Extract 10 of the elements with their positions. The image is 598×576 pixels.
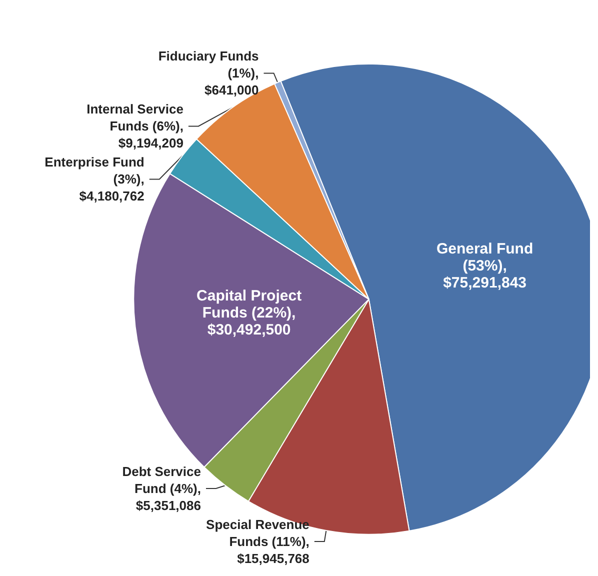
data-label: (3%), $4,180,762 xyxy=(79,172,144,204)
slice-label: Internal Service Funds (6%), $9,194,209 xyxy=(86,102,184,151)
slice-label: Enterprise Fund xyxy=(44,154,144,170)
data-label: (1%), $641,000 xyxy=(204,66,259,98)
slice-label: Fiduciary Funds xyxy=(158,48,259,64)
slice-label: Capital Project Funds (22%), $30,492,500 xyxy=(196,288,302,339)
data-label: (53%), $75,291,843 xyxy=(443,258,527,292)
slice-label: Special Revenue Funds (11%), $15,945,768 xyxy=(206,517,310,566)
slice-label: Debt Service Fund (4%), $5,351,086 xyxy=(122,464,201,513)
slice-label: General Fund xyxy=(436,240,534,258)
